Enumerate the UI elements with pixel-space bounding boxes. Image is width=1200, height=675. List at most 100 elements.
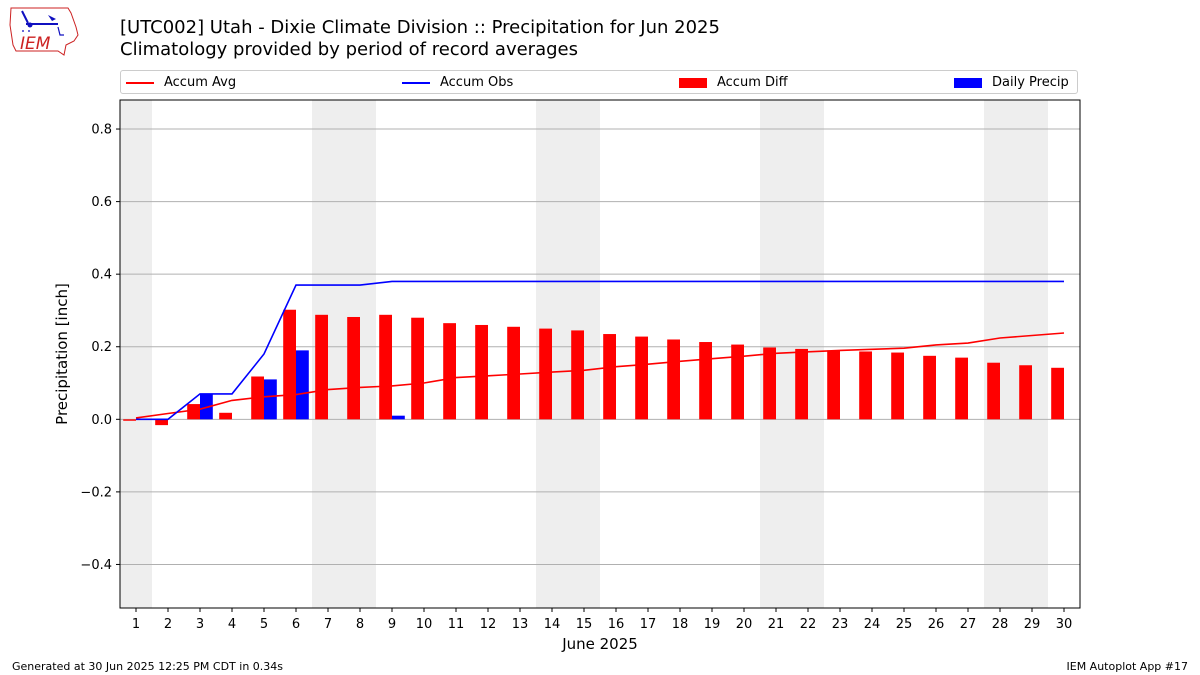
gridlines xyxy=(120,128,1080,565)
accum-diff-bar-day-17 xyxy=(635,336,648,420)
y-tick-label-0: −0.4 xyxy=(80,558,112,573)
weekend-shade-day-1 xyxy=(120,100,152,608)
x-tick-label-14: 14 xyxy=(544,617,561,632)
x-axis-label: June 2025 xyxy=(561,635,638,653)
title-line-1: [UTC002] Utah - Dixie Climate Division :… xyxy=(120,17,720,38)
accum-diff-bar-day-23 xyxy=(827,350,840,420)
accum-diff-bar-day-12 xyxy=(475,324,488,420)
accum-diff-bar-day-29 xyxy=(1019,365,1032,420)
accum-diff-bar-day-3 xyxy=(187,404,200,420)
accum-diff-bar-day-28 xyxy=(987,362,1000,420)
x-tick-label-29: 29 xyxy=(1024,617,1041,632)
accum-diff-bar-day-13 xyxy=(507,326,520,420)
y-tick-label-4: 0.4 xyxy=(91,268,112,283)
accum-diff-bar-day-4 xyxy=(219,412,232,420)
accum-diff-bar-day-2 xyxy=(155,419,168,426)
accum-diff-bar-day-22 xyxy=(795,348,808,420)
x-tick-label-17: 17 xyxy=(640,617,657,632)
legend-swatch-daily-precip xyxy=(954,77,982,88)
accum-diff-bar-day-7 xyxy=(315,314,328,420)
y-tick-label-5: 0.6 xyxy=(91,195,112,210)
weekend-shade-day-22 xyxy=(792,100,824,608)
legend: Accum Avg Accum Obs Accum Diff Daily Pre… xyxy=(120,70,1078,94)
x-tick-label-12: 12 xyxy=(480,617,497,632)
x-tick-label-4: 4 xyxy=(228,617,236,632)
legend-label-accum-obs: Accum Obs xyxy=(440,75,514,90)
legend-label-accum-avg: Accum Avg xyxy=(164,75,237,90)
accum-diff-bar-day-15 xyxy=(571,330,584,420)
legend-label-daily-precip: Daily Precip xyxy=(992,75,1069,90)
y-tick-label-6: 0.8 xyxy=(91,123,112,138)
accum-obs-line xyxy=(136,280,1064,421)
x-tick-label-9: 9 xyxy=(388,617,396,632)
legend-swatch-accum-obs xyxy=(402,81,430,84)
accum-diff-bar-day-21 xyxy=(763,347,776,420)
accum-diff-bar-day-18 xyxy=(667,339,680,420)
y-axis-label: Precipitation [inch] xyxy=(53,283,71,425)
accum-diff-bar-day-26 xyxy=(923,355,936,420)
accum-avg-line xyxy=(135,332,1065,419)
x-tick-label-1: 1 xyxy=(132,617,140,632)
x-tick-label-13: 13 xyxy=(512,617,529,632)
weekend-shade-day-15 xyxy=(568,100,600,608)
weekend-shading xyxy=(120,100,1048,608)
accum-diff-bar-day-10 xyxy=(411,317,424,420)
weekend-shade-day-28 xyxy=(984,100,1016,608)
x-tick-label-11: 11 xyxy=(448,617,465,632)
x-tick-label-15: 15 xyxy=(576,617,593,632)
x-tick-label-27: 27 xyxy=(960,617,977,632)
x-tick-label-21: 21 xyxy=(768,617,785,632)
weekend-shade-day-8 xyxy=(344,100,376,608)
accum-diff-bar-day-14 xyxy=(539,328,552,420)
y-axis: −0.4 −0.2 0.0 0.2 0.4 0.6 0.8 xyxy=(80,123,120,573)
x-tick-label-28: 28 xyxy=(992,617,1009,632)
weekend-shade-day-7 xyxy=(312,100,344,608)
x-tick-label-10: 10 xyxy=(416,617,433,632)
accum-diff-bar-day-30 xyxy=(1051,367,1064,420)
x-tick-label-22: 22 xyxy=(800,617,817,632)
x-tick-label-20: 20 xyxy=(736,617,753,632)
accum-diff-bar-day-24 xyxy=(859,351,872,420)
weekend-shade-day-14 xyxy=(536,100,568,608)
weekend-shade-day-29 xyxy=(1016,100,1048,608)
y-tick-label-1: −0.2 xyxy=(80,485,112,500)
legend-item-accum-diff: Accum Diff xyxy=(679,74,788,92)
accum-diff-bar-day-20 xyxy=(731,344,744,420)
plot-frame xyxy=(119,99,1081,609)
daily-precip-bar-day-5 xyxy=(264,379,277,420)
y-tick-label-3: 0.2 xyxy=(91,340,112,355)
x-tick-label-8: 8 xyxy=(356,617,364,632)
x-tick-label-19: 19 xyxy=(704,617,721,632)
chart-title: [UTC002] Utah - Dixie Climate Division :… xyxy=(120,17,720,61)
x-tick-label-25: 25 xyxy=(896,617,913,632)
accum-diff-bar-day-16 xyxy=(603,334,616,420)
x-tick-label-23: 23 xyxy=(832,617,849,632)
accum-diff-bar-day-5 xyxy=(251,376,264,420)
generated-timestamp: Generated at 30 Jun 2025 12:25 PM CDT in… xyxy=(12,660,284,673)
x-tick-label-3: 3 xyxy=(196,617,204,632)
legend-item-accum-obs: Accum Obs xyxy=(402,74,513,92)
accum-diff-bar-day-25 xyxy=(891,352,904,420)
app-credit: IEM Autoplot App #17 xyxy=(1066,660,1189,673)
x-tick-label-2: 2 xyxy=(164,617,172,632)
accum-diff-bar-day-8 xyxy=(347,316,360,420)
logo-text: IEM xyxy=(20,34,51,54)
x-tick-label-26: 26 xyxy=(928,617,945,632)
legend-item-accum-avg: Accum Avg xyxy=(126,74,236,92)
x-tick-label-30: 30 xyxy=(1056,617,1073,632)
daily-precip-bar-day-3 xyxy=(200,393,213,420)
weekend-shade-day-21 xyxy=(760,100,792,608)
bars xyxy=(123,309,1064,426)
accum-diff-bar-day-11 xyxy=(443,323,456,420)
x-tick-label-6: 6 xyxy=(292,617,300,632)
x-tick-label-18: 18 xyxy=(672,617,689,632)
x-tick-label-7: 7 xyxy=(324,617,332,632)
daily-precip-bar-day-6 xyxy=(296,350,309,420)
x-axis: 1 2 3 4 5 6 7 8 9 10 11 12 13 14 15 16 17 18 19 20 21 22 23 24 2… xyxy=(132,608,1072,632)
title-line-2: Climatology provided by period of record… xyxy=(120,39,578,60)
x-tick-label-16: 16 xyxy=(608,617,625,632)
accum-diff-bar-day-1 xyxy=(123,419,136,421)
iem-logo: IEM xyxy=(9,7,79,56)
x-tick-label-5: 5 xyxy=(260,617,268,632)
accum-diff-bar-day-19 xyxy=(699,342,712,420)
